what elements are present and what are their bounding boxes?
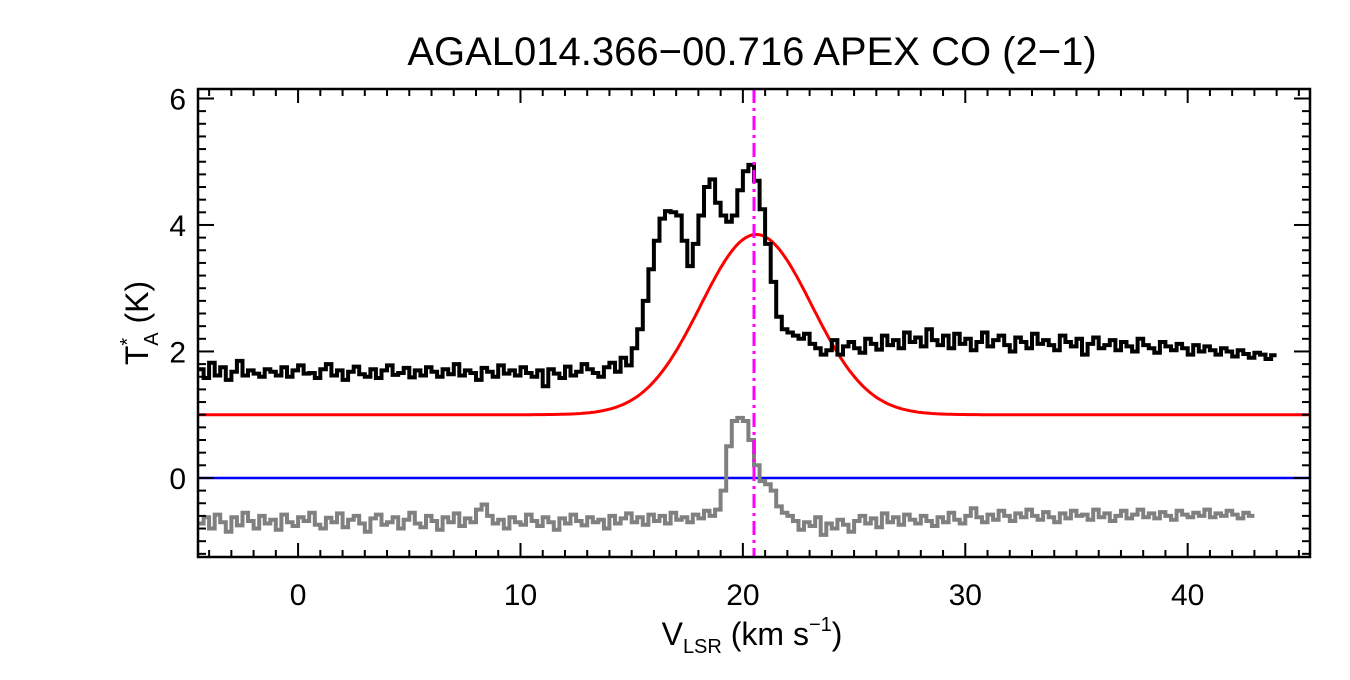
y-axis-label-main: T [119, 346, 155, 366]
y-axis-label-group: T* A (K) [117, 281, 163, 365]
x-axis-label-units: (km s [722, 616, 809, 652]
chart-title: AGAL014.366−00.716 APEX CO (2−1) [407, 30, 1096, 74]
y-tick-label: 6 [169, 83, 186, 116]
axes-layer: 0 10 20 30 40 0 2 4 6 [169, 83, 1312, 612]
series-layer [198, 89, 1310, 557]
x-tick-label: 20 [726, 579, 759, 612]
x-tick-label: 40 [1171, 579, 1204, 612]
y-axis-label-superscript: * [117, 338, 139, 346]
x-tick-label: 30 [949, 579, 982, 612]
y-tick-label: 4 [169, 210, 186, 243]
y-axis-label-subscript: A [141, 332, 163, 346]
x-axis-label-subscript: LSR [683, 636, 722, 658]
y-axis-label-units: (K) [119, 281, 155, 333]
x-axis-label-main: V [662, 616, 684, 652]
x-tick-label: 0 [290, 579, 307, 612]
y-tick-label: 0 [169, 463, 186, 496]
x-axis-label-superscript: −1 [809, 614, 832, 636]
x-axis-label-close: ) [832, 616, 843, 652]
x-axis-label: VLSR (km s−1) [662, 614, 843, 658]
residual-spectrum-line [198, 415, 1255, 537]
y-axis-label: T* A (K) [117, 281, 163, 365]
x-tick-label: 10 [504, 579, 537, 612]
y-tick-label: 2 [169, 336, 186, 369]
observed-spectrum-line [198, 162, 1277, 389]
plot-frame [196, 87, 1312, 559]
